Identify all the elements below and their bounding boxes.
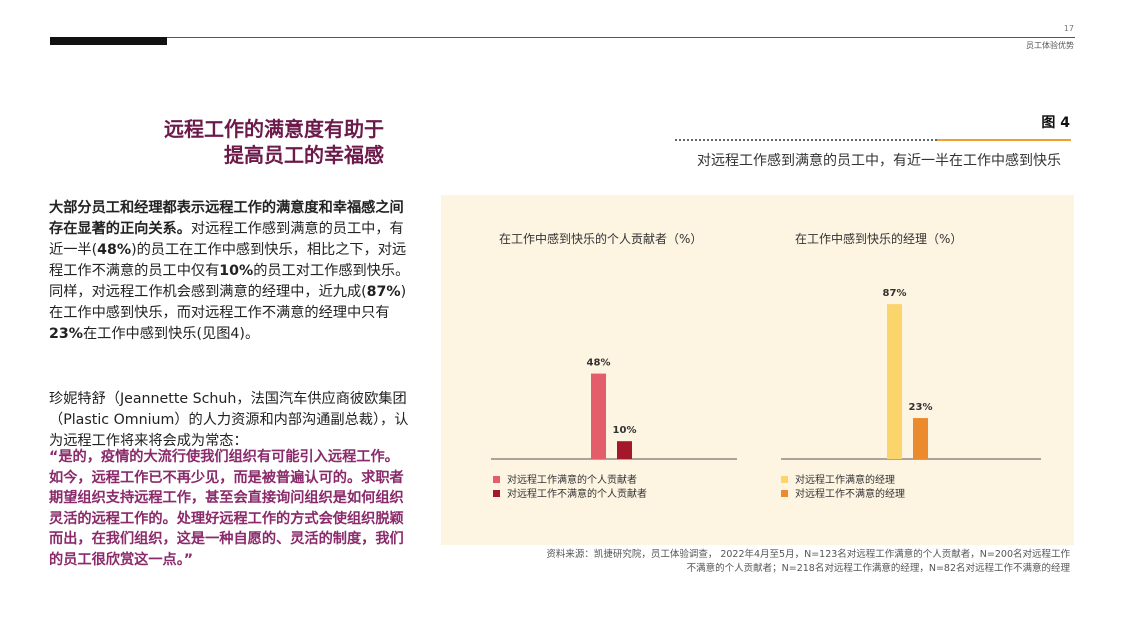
bar-2-1 bbox=[887, 304, 902, 459]
page-number: 17 bbox=[1063, 24, 1074, 33]
body-value-23: 23% bbox=[49, 326, 83, 342]
bar-label-2-2: 23% bbox=[909, 402, 933, 413]
body-text-e: 在工作中感到快乐(见图4)。 bbox=[82, 326, 260, 342]
bar-1-1 bbox=[591, 373, 606, 459]
body-text-a: 对远程工作感到满意的员工中，有近一半( bbox=[49, 221, 404, 258]
body-value-87: 87% bbox=[366, 284, 401, 300]
body-value-48: 48% bbox=[97, 242, 132, 258]
legend-swatch-2-1 bbox=[781, 476, 788, 483]
chart-svg: 在工作中感到快乐的个人贡献者（%） 48% 对远程工作满意的个人贡献者 10% 对远程工… bbox=[491, 231, 1041, 500]
figure-source: 资料来源：凯捷研究院，员工体验调查， 2022年4月至5月，N=123名对远程工… bbox=[452, 548, 1070, 576]
section-label: 员工体验优势 bbox=[1026, 41, 1074, 50]
bar-label-2-1: 87% bbox=[883, 288, 907, 299]
chart-title-2: 在工作中感到快乐的经理（%） bbox=[795, 231, 962, 246]
bar-label-1-2: 10% bbox=[613, 425, 637, 436]
legend-label-1-2: 对远程工作不满意的个人贡献者 bbox=[507, 487, 647, 500]
body-lead: 大部分员工和经理都表示远程工作的满意度和幸福感之间存在显著的正向关系。 bbox=[49, 200, 404, 237]
body-paragraph: 大部分员工和经理都表示远程工作的满意度和幸福感之间存在显著的正向关系。对远程工作… bbox=[49, 198, 411, 345]
legend-label-1-1: 对远程工作满意的个人贡献者 bbox=[507, 473, 637, 486]
figure-source-line2: 不满意的个人贡献者；N=218名对远程工作满意的经理，N=82名对远程工作不满意… bbox=[686, 563, 1070, 574]
quote-intro: 珍妮特舒（Jeannette Schuh，法国汽车供应商彼欧集团（Plastic… bbox=[49, 391, 409, 449]
legend-swatch-2-2 bbox=[781, 490, 788, 497]
quote-text: “是的，疫情的大流行使我们组织有可能引入远程工作。如今，远程工作已不再少见，而是… bbox=[49, 449, 404, 568]
page-title-line2: 提高员工的幸福感 bbox=[224, 143, 384, 167]
header-accent-bar bbox=[50, 37, 167, 45]
figure-source-line1: 资料来源：凯捷研究院，员工体验调查， 2022年4月至5月，N=123名对远程工… bbox=[546, 549, 1070, 560]
header-rule bbox=[50, 37, 1075, 38]
chart-title-1: 在工作中感到快乐的个人贡献者（%） bbox=[499, 231, 702, 246]
legend-swatch-1-2 bbox=[493, 490, 500, 497]
bar-label-1-1: 48% bbox=[587, 358, 611, 369]
figure-subtitle: 对远程工作感到满意的员工中，有近一半在工作中感到快乐 bbox=[697, 153, 1061, 169]
body-text-b: )的员工在工作中感到快乐，相比之下，对远程工作不满意的员工中仅有 bbox=[49, 242, 407, 279]
figure-accent-rule bbox=[937, 139, 1071, 141]
body-text-c: 的员工对工作感到快乐。同样，对远程工作机会感到满意的经理中，近九成( bbox=[49, 263, 410, 300]
page-title-line1: 远程工作的满意度有助于 bbox=[164, 117, 384, 141]
bar-1-2 bbox=[617, 441, 632, 459]
page-title: 远程工作的满意度有助于 提高员工的幸福感 bbox=[60, 116, 384, 168]
legend-label-2-2: 对远程工作不满意的经理 bbox=[795, 487, 905, 500]
body-value-10: 10% bbox=[219, 263, 254, 279]
legend-swatch-1-1 bbox=[493, 476, 500, 483]
body-text-d: )在工作中感到快乐，而对远程工作不满意的经理中只有 bbox=[49, 284, 407, 321]
bar-2-2 bbox=[913, 418, 928, 459]
legend-label-2-1: 对远程工作满意的经理 bbox=[795, 473, 895, 486]
figure-label: 图 4 bbox=[1041, 115, 1070, 131]
chart-panel: 在工作中感到快乐的个人贡献者（%） 48% 对远程工作满意的个人贡献者 10% 对远程工… bbox=[441, 195, 1074, 545]
figure-dotted-rule bbox=[675, 139, 937, 141]
